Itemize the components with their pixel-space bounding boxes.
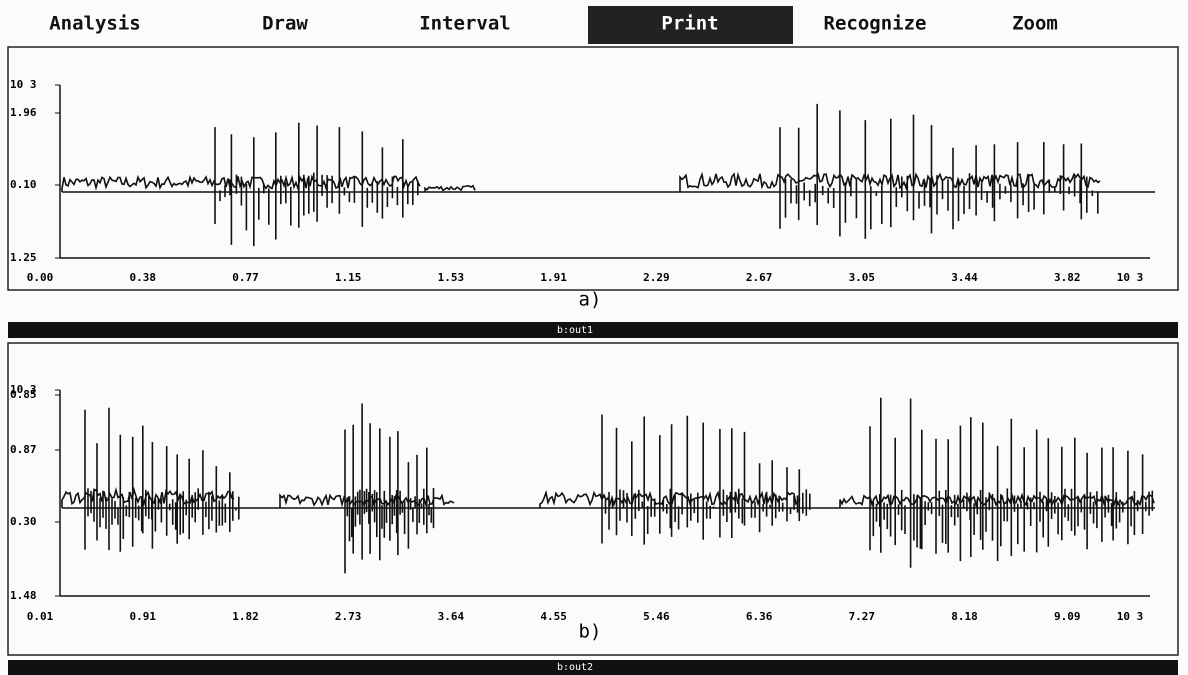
menu-item[interactable]: Recognize [824,13,927,35]
x-tick-label: 3.05 [849,271,876,284]
caption: b) [579,621,602,643]
caption: a) [579,289,602,311]
x-tick-label: 6.36 [746,610,773,623]
x-tick-label: 2.73 [335,610,362,623]
x-tick-label: 9.09 [1054,610,1081,623]
x-tick-label: 0.38 [129,271,156,284]
x-tick-label: 0.91 [129,610,156,623]
menu-item[interactable]: Analysis [49,13,141,35]
x-tick-label: 5.46 [643,610,670,623]
menu-item[interactable]: Zoom [1012,13,1058,35]
x-tick-label: 10 3 [1117,610,1144,623]
x-tick-label: 10 3 [1117,271,1144,284]
menu-item[interactable]: Draw [262,13,308,35]
x-tick-label: 0.01 [27,610,54,623]
x-tick-label: 3.44 [951,271,978,284]
x-tick-label: 2.67 [746,271,773,284]
x-tick-label: 2.29 [643,271,670,284]
x-tick-label: 3.64 [438,610,465,623]
screen: Analysis Draw Interval Print Recognize Zoom 10… [0,0,1188,675]
menu-item[interactable]: Interval [419,13,511,35]
y-tick-label: 10 3 [10,78,37,91]
x-tick-label: 7.27 [849,610,876,623]
x-tick-label: 0.77 [232,271,259,284]
y-tick-label: 0.30 [10,515,37,528]
y-tick-label: 1.25 [10,251,37,264]
y-tick-label: 1.96 [10,106,37,119]
y-tick-label: 0.87 [10,443,37,456]
x-tick-label: 4.55 [540,610,567,623]
status-text: b:out2 [557,662,593,673]
status-text: b:out1 [557,325,593,336]
x-tick-label: 8.18 [951,610,978,623]
y-tick-label: 0.85 [10,388,37,401]
x-tick-label: 1.53 [438,271,465,284]
x-tick-label: 0.00 [27,271,54,284]
x-tick-label: 1.82 [232,610,259,623]
y-tick-label: 0.10 [10,178,37,191]
x-tick-label: 3.82 [1054,271,1081,284]
menu-item[interactable]: Print [661,13,718,35]
y-tick-label: 1.48 [10,589,37,602]
x-tick-label: 1.91 [540,271,567,284]
x-tick-label: 1.15 [335,271,362,284]
